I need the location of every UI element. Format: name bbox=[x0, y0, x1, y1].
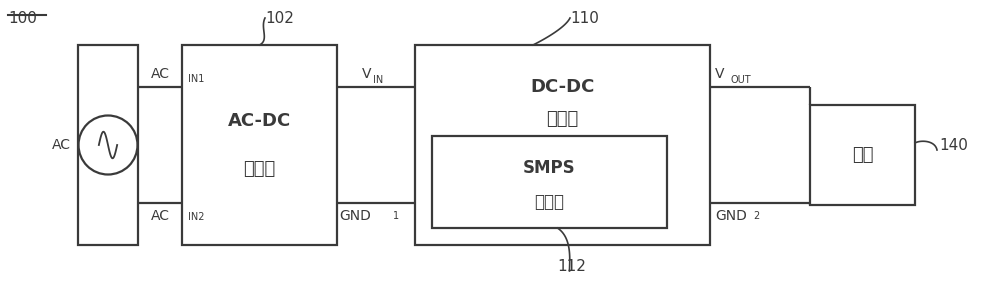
Text: AC-DC: AC-DC bbox=[228, 112, 291, 130]
Bar bbox=[810, 105, 915, 205]
Text: 110: 110 bbox=[570, 11, 599, 26]
Text: 140: 140 bbox=[939, 138, 968, 153]
Text: 2: 2 bbox=[753, 211, 759, 221]
Bar bbox=[182, 45, 337, 245]
Text: 转换器: 转换器 bbox=[243, 160, 276, 178]
Text: IN: IN bbox=[373, 75, 383, 85]
Text: 102: 102 bbox=[265, 11, 294, 26]
Text: V: V bbox=[362, 67, 371, 81]
Bar bbox=[415, 45, 710, 245]
Text: DC-DC: DC-DC bbox=[530, 78, 595, 96]
Text: AC: AC bbox=[150, 67, 170, 81]
Text: 112: 112 bbox=[558, 259, 586, 274]
Text: 100: 100 bbox=[8, 11, 37, 26]
Text: AC: AC bbox=[150, 209, 170, 223]
Bar bbox=[78, 45, 138, 245]
Text: IN1: IN1 bbox=[188, 74, 204, 84]
Text: V: V bbox=[715, 67, 724, 81]
Text: IN2: IN2 bbox=[188, 212, 205, 222]
Text: AC: AC bbox=[52, 138, 71, 152]
Text: 负载: 负载 bbox=[852, 146, 873, 164]
Text: OUT: OUT bbox=[730, 75, 751, 85]
Text: 转换器: 转换器 bbox=[546, 110, 579, 128]
Text: SMPS: SMPS bbox=[523, 159, 576, 177]
Text: GND: GND bbox=[715, 209, 747, 223]
Text: GND: GND bbox=[339, 209, 371, 223]
Bar bbox=[432, 136, 667, 228]
Text: 控制器: 控制器 bbox=[534, 193, 564, 211]
Text: 1: 1 bbox=[393, 211, 399, 221]
